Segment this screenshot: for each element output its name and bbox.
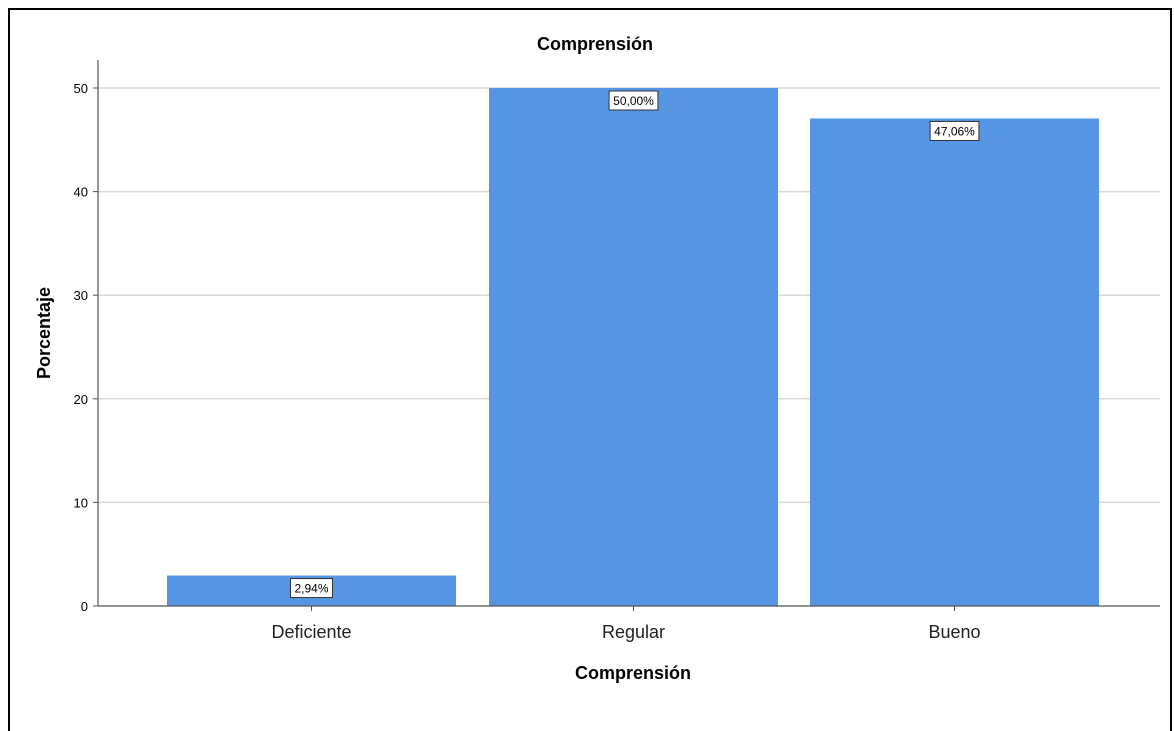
y-tick-label: 50: [74, 81, 88, 96]
x-axis-categories: Deficiente Regular Bueno: [271, 606, 981, 642]
data-label: 47,06%: [934, 124, 975, 138]
chart-title: Comprensión: [537, 34, 653, 54]
data-label: 2,94%: [294, 582, 328, 596]
x-category-label: Deficiente: [271, 622, 351, 642]
y-tick-label: 0: [81, 599, 88, 614]
y-tick-label: 20: [74, 392, 88, 407]
x-axis-title: Comprensión: [575, 663, 691, 683]
bar-bueno: [810, 118, 1099, 606]
data-label-box: [608, 90, 659, 111]
y-axis-title: Porcentaje: [34, 287, 54, 379]
data-label: 50,00%: [613, 94, 654, 108]
data-label-box: [290, 578, 333, 599]
y-tick-label: 40: [74, 185, 88, 200]
bars: 2,94% 50,00% 47,06%: [167, 88, 1099, 606]
x-category-label: Regular: [602, 622, 665, 642]
x-category-label: Bueno: [928, 622, 980, 642]
bar-regular: [489, 88, 778, 606]
y-axis-ticks: 0 10 20 30 40 50: [74, 81, 98, 614]
y-tick-label: 30: [74, 288, 88, 303]
data-label-box: [929, 120, 980, 141]
y-tick-label: 10: [74, 495, 88, 510]
